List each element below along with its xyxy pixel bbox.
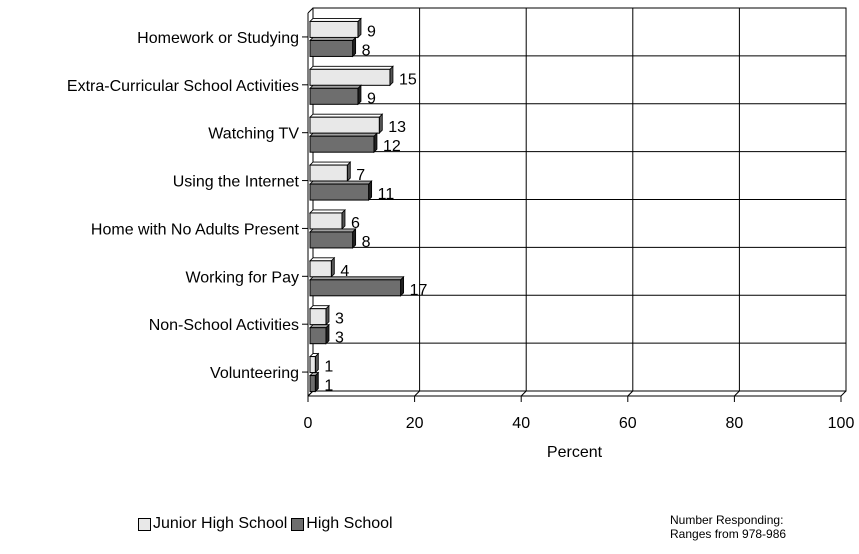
data-label-high-school-using-the-internet: 11	[378, 186, 395, 203]
category-label-non-school-activities: Non-School Activities	[149, 317, 299, 334]
legend-label-high-school: High School	[306, 515, 393, 532]
bar-junior-high-school-home-with-no-adults-present	[309, 208, 346, 230]
category-label-home-with-no-adults-present: Home with No Adults Present	[91, 221, 300, 238]
bar-front-face	[309, 356, 316, 374]
data-label-high-school-volunteering: 1	[324, 378, 333, 395]
respondent-note-line2: Ranges from 978-986	[670, 527, 787, 541]
chart-grid	[302, 7, 847, 402]
data-label-high-school-homework-or-studying: 8	[362, 42, 371, 59]
data-label-high-school-watching-tv: 12	[383, 138, 401, 155]
bar-junior-high-school-homework-or-studying	[309, 17, 362, 39]
bar-front-face	[309, 87, 359, 105]
legend-label-junior-high: Junior High School	[153, 515, 288, 532]
bar-high-school-home-with-no-adults-present	[309, 227, 357, 249]
x-grid-depth	[627, 390, 634, 397]
x-tick-label: 60	[619, 415, 637, 432]
bar-junior-high-school-non-school-activities	[309, 304, 330, 326]
bar-high-school-homework-or-studying	[309, 36, 357, 58]
chart-bars	[309, 17, 405, 393]
category-label-working-for-pay: Working for Pay	[185, 269, 299, 286]
bar-front-face	[309, 164, 348, 182]
data-label-junior-high-school-using-the-internet: 7	[356, 167, 365, 184]
bar-high-school-working-for-pay	[309, 275, 405, 297]
bar-front-face	[309, 20, 359, 38]
bar-junior-high-school-using-the-internet	[309, 161, 352, 183]
bar-front-face	[309, 375, 316, 393]
data-label-junior-high-school-working-for-pay: 4	[340, 263, 349, 280]
bar-front-face	[309, 135, 375, 153]
bar-junior-high-school-extra-curricular-school-activities	[309, 65, 394, 87]
x-tick-label: 0	[304, 415, 313, 432]
x-grid-depth	[734, 390, 740, 397]
bar-high-school-extra-curricular-school-activities	[309, 84, 362, 106]
bar-high-school-volunteering	[309, 371, 320, 393]
bar-front-face	[309, 327, 327, 345]
x-grid-depth	[840, 390, 847, 397]
legend-item-high-school: High School	[291, 515, 393, 533]
bar-junior-high-school-watching-tv	[309, 113, 384, 135]
respondent-note-line1: Number Responding:	[670, 513, 784, 527]
legend-swatch-junior-high	[138, 517, 151, 531]
data-label-junior-high-school-homework-or-studying: 9	[367, 23, 376, 40]
legend-item-junior-high: Junior High School	[138, 515, 287, 533]
chart-legend: Junior High School High School	[138, 515, 397, 533]
x-tick-label: 100	[828, 415, 855, 432]
respondent-note: Number Responding: Ranges from 978-986	[670, 513, 786, 541]
data-label-junior-high-school-non-school-activities: 3	[335, 311, 344, 328]
x-tick-label: 80	[726, 415, 744, 432]
data-label-high-school-non-school-activities: 3	[335, 330, 344, 347]
bar-front-face	[309, 183, 370, 201]
category-label-watching-tv: Watching TV	[208, 126, 299, 143]
legend-swatch-high-school	[291, 517, 305, 531]
category-label-using-the-internet: Using the Internet	[173, 174, 300, 191]
x-tick-label: 40	[512, 415, 530, 432]
chart-labels: 0 20 40 60 80 100 Percent Homework or Studying 9…	[67, 23, 855, 461]
x-grid-depth	[414, 390, 420, 397]
bar-front-face	[309, 39, 354, 57]
x-tick-label: 20	[406, 415, 424, 432]
x-axis-title: Percent	[547, 444, 603, 461]
bar-front-face	[309, 231, 354, 249]
bar-front-face	[309, 116, 380, 134]
bar-front-face	[309, 260, 332, 278]
bar-high-school-non-school-activities	[309, 323, 330, 345]
bar-high-school-using-the-internet	[309, 180, 373, 202]
data-label-junior-high-school-home-with-no-adults-present: 6	[351, 215, 360, 232]
bar-junior-high-school-working-for-pay	[309, 256, 336, 278]
bar-front-face	[309, 279, 402, 297]
data-label-high-school-working-for-pay: 17	[410, 282, 428, 299]
axis-depth-edge-top	[307, 7, 314, 14]
data-label-high-school-home-with-no-adults-present: 8	[362, 234, 371, 251]
bar-front-face	[309, 212, 343, 230]
bar-front-face	[309, 308, 327, 326]
category-label-homework-or-studying: Homework or Studying	[137, 30, 299, 47]
data-label-high-school-extra-curricular-school-activities: 9	[367, 90, 376, 107]
bar-junior-high-school-volunteering	[309, 352, 320, 374]
bar-front-face	[309, 68, 391, 86]
x-grid-depth	[520, 390, 527, 397]
data-label-junior-high-school-extra-curricular-school-activities: 15	[399, 71, 417, 88]
category-label-volunteering: Volunteering	[210, 365, 299, 382]
data-label-junior-high-school-volunteering: 1	[324, 359, 333, 376]
data-label-junior-high-school-watching-tv: 13	[388, 119, 406, 136]
bar-high-school-watching-tv	[309, 132, 378, 154]
category-label-extra-curricular-school-activities: Extra-Curricular School Activities	[67, 78, 299, 95]
